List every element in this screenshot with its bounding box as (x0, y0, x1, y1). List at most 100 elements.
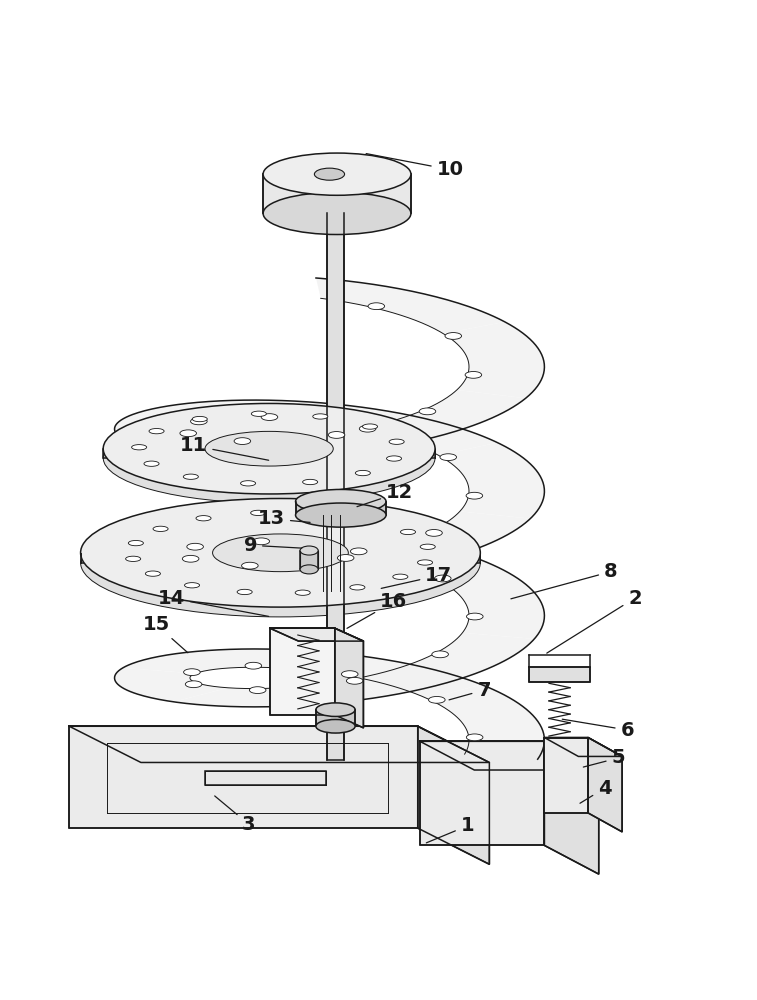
Ellipse shape (183, 474, 198, 479)
Ellipse shape (295, 489, 386, 514)
Ellipse shape (145, 571, 160, 576)
Ellipse shape (185, 583, 200, 588)
Ellipse shape (205, 431, 333, 466)
Text: 11: 11 (180, 436, 269, 460)
Ellipse shape (234, 438, 251, 444)
Ellipse shape (425, 529, 442, 536)
Ellipse shape (263, 153, 411, 195)
Polygon shape (353, 511, 531, 575)
Ellipse shape (245, 662, 262, 669)
Polygon shape (544, 738, 622, 756)
Text: 5: 5 (584, 748, 625, 767)
Polygon shape (276, 649, 481, 699)
Ellipse shape (347, 677, 363, 684)
Text: 1: 1 (426, 816, 475, 843)
Ellipse shape (251, 411, 266, 416)
Ellipse shape (466, 613, 483, 620)
Ellipse shape (126, 556, 141, 561)
Polygon shape (428, 685, 544, 759)
Polygon shape (295, 502, 386, 515)
Ellipse shape (103, 413, 435, 503)
Ellipse shape (393, 574, 408, 579)
Polygon shape (544, 741, 599, 874)
Ellipse shape (316, 703, 355, 716)
Ellipse shape (431, 651, 448, 658)
Polygon shape (157, 432, 354, 458)
Polygon shape (173, 678, 378, 707)
Polygon shape (316, 710, 355, 726)
Ellipse shape (313, 414, 328, 419)
Ellipse shape (440, 454, 456, 461)
Ellipse shape (263, 192, 411, 235)
Ellipse shape (368, 303, 385, 310)
Ellipse shape (466, 492, 483, 499)
Polygon shape (270, 628, 335, 715)
Polygon shape (70, 726, 489, 762)
Text: 13: 13 (258, 509, 310, 528)
Ellipse shape (261, 414, 278, 420)
Ellipse shape (253, 538, 269, 545)
Ellipse shape (303, 479, 318, 485)
Text: 15: 15 (142, 615, 188, 653)
Ellipse shape (80, 498, 481, 607)
Polygon shape (300, 551, 318, 569)
Polygon shape (434, 564, 544, 639)
Ellipse shape (418, 560, 432, 565)
Ellipse shape (182, 555, 199, 562)
Polygon shape (70, 726, 418, 828)
Ellipse shape (192, 416, 207, 422)
Ellipse shape (132, 445, 147, 450)
Polygon shape (529, 667, 590, 682)
Ellipse shape (465, 371, 481, 378)
Ellipse shape (387, 456, 402, 461)
Ellipse shape (428, 696, 445, 703)
Polygon shape (205, 771, 326, 785)
Ellipse shape (329, 432, 345, 438)
Ellipse shape (309, 511, 324, 516)
Ellipse shape (389, 439, 404, 444)
Polygon shape (123, 649, 294, 673)
Ellipse shape (153, 526, 168, 531)
Ellipse shape (400, 529, 416, 535)
Polygon shape (438, 443, 544, 519)
Text: 12: 12 (357, 483, 413, 507)
Polygon shape (114, 415, 218, 450)
Text: 8: 8 (511, 562, 618, 599)
Polygon shape (316, 278, 505, 334)
Polygon shape (288, 525, 490, 577)
Ellipse shape (338, 555, 354, 561)
Ellipse shape (361, 518, 376, 523)
Polygon shape (444, 322, 544, 398)
Ellipse shape (213, 534, 348, 572)
Polygon shape (131, 400, 310, 423)
Text: 2: 2 (547, 589, 642, 653)
Text: 14: 14 (157, 589, 269, 616)
Polygon shape (165, 555, 366, 582)
Text: 4: 4 (580, 779, 612, 803)
Ellipse shape (196, 516, 211, 521)
Ellipse shape (187, 543, 204, 550)
Polygon shape (270, 628, 363, 641)
Ellipse shape (295, 503, 386, 527)
Ellipse shape (420, 544, 435, 549)
Polygon shape (126, 525, 302, 548)
Ellipse shape (363, 424, 378, 429)
Ellipse shape (360, 425, 376, 432)
Ellipse shape (316, 719, 355, 733)
Polygon shape (114, 541, 223, 576)
Text: 6: 6 (562, 719, 634, 740)
Ellipse shape (149, 428, 164, 434)
Ellipse shape (249, 687, 266, 694)
Polygon shape (327, 213, 344, 760)
Ellipse shape (184, 669, 200, 676)
Ellipse shape (185, 681, 202, 688)
Ellipse shape (144, 461, 159, 466)
Polygon shape (335, 628, 363, 728)
Ellipse shape (419, 408, 436, 415)
Text: 10: 10 (366, 154, 463, 179)
Ellipse shape (295, 590, 310, 595)
Ellipse shape (191, 418, 207, 425)
Ellipse shape (466, 734, 483, 741)
Text: 16: 16 (347, 592, 407, 628)
Ellipse shape (341, 671, 358, 678)
